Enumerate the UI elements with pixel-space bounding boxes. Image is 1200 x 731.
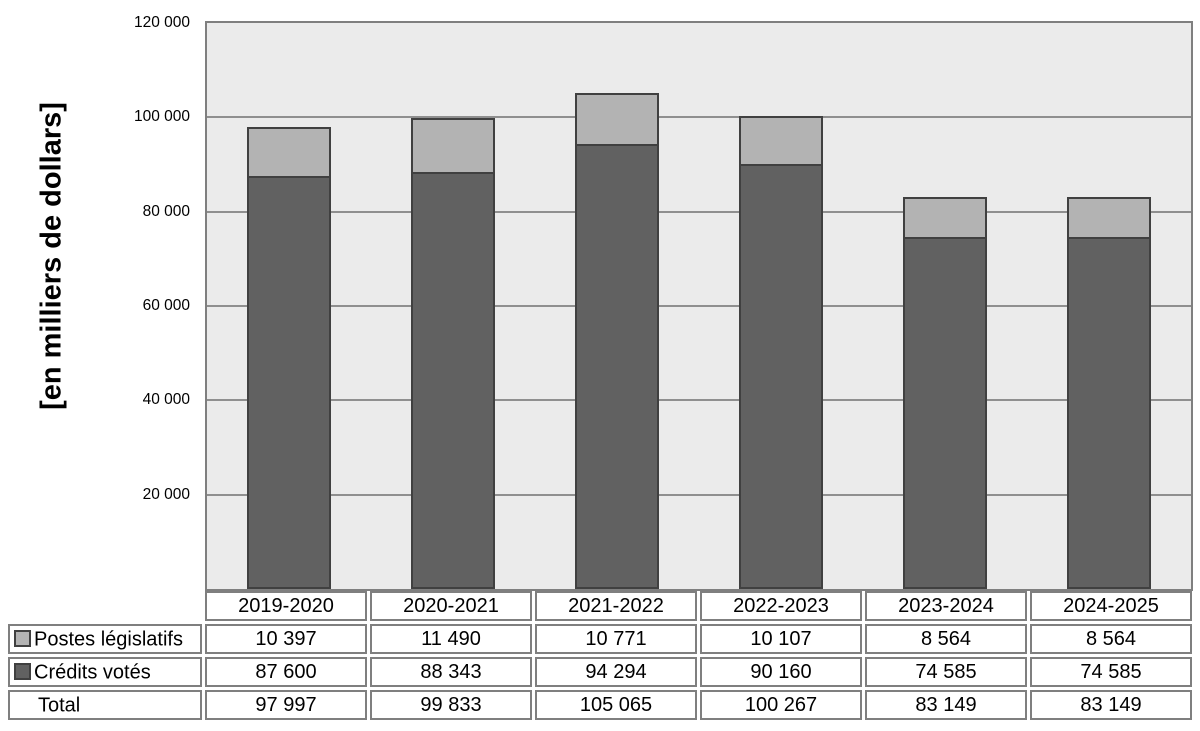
value-cell: 100 267 <box>700 690 862 720</box>
y-tick-label: 100 000 <box>133 108 190 126</box>
legend-swatch <box>14 629 31 647</box>
y-tick-label: 20 000 <box>142 485 190 503</box>
value-cell: 87 600 <box>205 657 367 687</box>
bar-segment-credits-votes <box>247 176 331 589</box>
bar-segment-postes-legislatifs <box>1067 197 1151 239</box>
bar-segment-postes-legislatifs <box>411 118 495 174</box>
table-row: Postes législatifs 10 397 11 490 10 771 10 1… <box>8 624 1192 654</box>
year-header-cell: 2019-2020 <box>205 591 367 621</box>
table-row: Total 97 997 99 833 105 065 100 267 83 149 83 … <box>8 690 1192 720</box>
year-header-cell: 2021-2022 <box>535 591 697 621</box>
value-cell: 94 294 <box>535 657 697 687</box>
row-label: Total <box>8 690 202 720</box>
y-tick-label: 40 000 <box>142 391 190 409</box>
year-header-cell: 2022-2023 <box>700 591 862 621</box>
data-table: 2019-2020 2020-2021 2021-2022 2022-2023 2023… <box>5 588 1195 723</box>
table-header-row: 2019-2020 2020-2021 2021-2022 2022-2023 2023… <box>8 591 1192 621</box>
gridline <box>207 399 1191 402</box>
y-tick-label: 80 000 <box>142 202 190 220</box>
table-corner-blank <box>8 591 202 621</box>
gridline <box>207 210 1191 213</box>
y-tick-label: 120 000 <box>133 14 190 31</box>
value-cell: 10 107 <box>700 624 862 654</box>
value-cell: 83 149 <box>865 690 1027 720</box>
bar-segment-postes-legislatifs <box>575 93 659 146</box>
value-cell: 8 564 <box>865 624 1027 654</box>
value-cell: 90 160 <box>700 657 862 687</box>
value-cell: 74 585 <box>1030 657 1192 687</box>
plot-area <box>205 21 1193 591</box>
year-header-cell: 2020-2021 <box>370 591 532 621</box>
value-cell: 10 397 <box>205 624 367 654</box>
legend-swatch <box>14 662 31 680</box>
year-header-cell: 2024-2025 <box>1030 591 1192 621</box>
row-label: Postes législatifs <box>8 624 202 654</box>
gridline <box>207 305 1191 307</box>
y-tick-label: 60 000 <box>142 297 190 314</box>
value-cell: 8 564 <box>1030 624 1192 654</box>
value-cell: 105 065 <box>535 690 697 720</box>
value-cell: 74 585 <box>865 657 1027 687</box>
bar-segment-credits-votes <box>1067 237 1151 589</box>
bar-segment-postes-legislatifs <box>903 197 987 239</box>
row-label-text: Crédits votés <box>34 661 151 684</box>
value-cell: 88 343 <box>370 657 532 687</box>
row-label-text: Postes législatifs <box>34 628 183 651</box>
gridline <box>207 116 1191 119</box>
row-label: Crédits votés <box>8 657 202 687</box>
bar-segment-credits-votes <box>575 144 659 589</box>
value-cell: 83 149 <box>1030 690 1192 720</box>
value-cell: 97 997 <box>205 690 367 720</box>
bar-segment-postes-legislatifs <box>247 127 331 178</box>
y-axis-title-text: [en milliers de dollars] <box>35 102 68 410</box>
year-header-cell: 2023-2024 <box>865 591 1027 621</box>
bar-segment-postes-legislatifs <box>739 116 823 166</box>
bar-segment-credits-votes <box>411 172 495 589</box>
bar-segment-credits-votes <box>903 237 987 589</box>
row-label-text: Total <box>38 694 81 717</box>
value-cell: 99 833 <box>370 690 532 720</box>
value-cell: 11 490 <box>370 624 532 654</box>
value-cell: 10 771 <box>535 624 697 654</box>
bar-segment-credits-votes <box>739 164 823 589</box>
table-row: Crédits votés 87 600 88 343 94 294 90 160 74 … <box>8 657 1192 687</box>
gridline <box>207 493 1191 496</box>
